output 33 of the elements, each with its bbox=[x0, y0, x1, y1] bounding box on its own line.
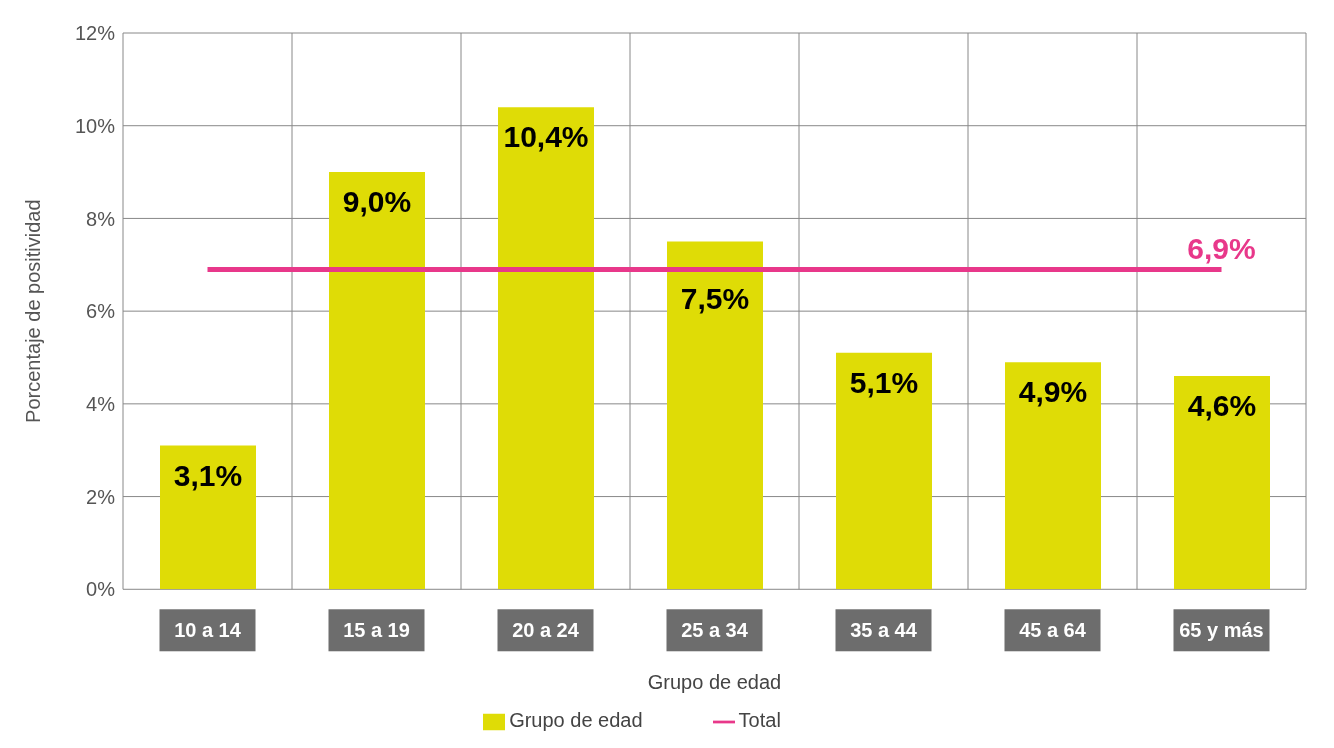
data-label: 7,5% bbox=[680, 282, 750, 316]
data-label: 4,9% bbox=[1018, 375, 1088, 409]
legend-label: Total bbox=[738, 709, 781, 732]
y-tick-label: 12% bbox=[74, 22, 116, 45]
bar bbox=[329, 172, 425, 590]
data-label: 10,4% bbox=[503, 120, 589, 154]
y-tick-label: 0% bbox=[86, 578, 116, 601]
y-tick-label: 8% bbox=[86, 207, 116, 230]
data-label: 3,1% bbox=[173, 458, 243, 492]
legend-label: Grupo de edad bbox=[509, 709, 643, 732]
bar bbox=[836, 352, 932, 590]
x-tick-label: 65 y más bbox=[1179, 619, 1264, 642]
x-tick-label: 10 a 14 bbox=[174, 619, 242, 642]
y-tick-label: 4% bbox=[86, 392, 116, 415]
y-tick-label: 2% bbox=[86, 485, 116, 508]
data-label: 5,1% bbox=[849, 365, 919, 399]
bar bbox=[498, 107, 594, 590]
x-tick-label: 45 a 64 bbox=[1019, 619, 1087, 642]
data-label: 6,9% bbox=[1187, 232, 1256, 266]
x-tick-label: 35 a 44 bbox=[850, 619, 918, 642]
bar bbox=[1005, 362, 1101, 590]
data-label: 4,6% bbox=[1187, 389, 1257, 423]
bar bbox=[667, 241, 763, 590]
y-tick-label: 6% bbox=[86, 300, 116, 323]
bar bbox=[1174, 376, 1270, 590]
x-tick-label: 20 a 24 bbox=[512, 619, 580, 642]
y-axis-title: Porcentaje de positividad bbox=[22, 199, 45, 423]
x-tick-label: 15 a 19 bbox=[343, 619, 410, 642]
x-axis-title: Grupo de edad bbox=[647, 671, 782, 694]
data-label: 9,0% bbox=[342, 185, 412, 219]
y-tick-label: 10% bbox=[74, 114, 116, 137]
bar bbox=[160, 445, 256, 590]
x-tick-label: 25 a 34 bbox=[681, 619, 749, 642]
